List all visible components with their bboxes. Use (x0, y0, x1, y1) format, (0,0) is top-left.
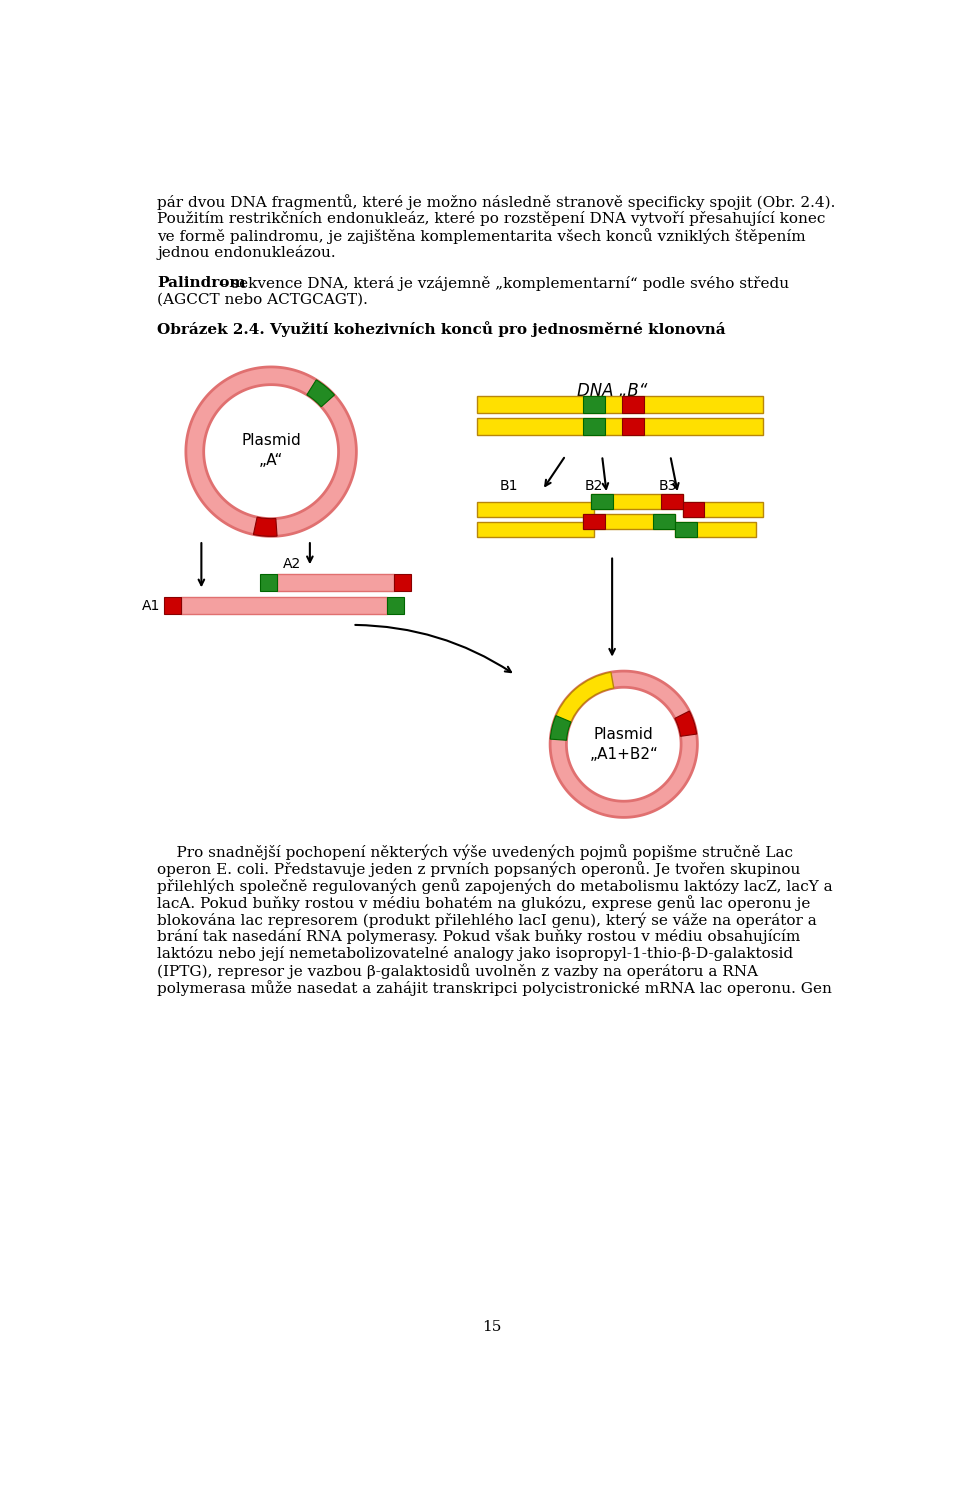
Text: 15: 15 (482, 1320, 502, 1335)
Wedge shape (253, 518, 277, 536)
Text: lacA. Pokud buňky rostou v médiu bohatém na glukózu, exprese genů lac operonu je: lacA. Pokud buňky rostou v médiu bohatém… (157, 895, 810, 911)
Bar (164, 597, 181, 614)
Bar (675, 522, 756, 537)
Text: B1: B1 (500, 479, 518, 494)
Text: A1: A1 (142, 599, 160, 613)
Wedge shape (550, 716, 571, 740)
Wedge shape (675, 710, 697, 736)
Text: jednou endonukleázou.: jednou endonukleázou. (157, 245, 336, 260)
Text: (IPTG), represor je vazbou β-galaktosidů uvolněn z vazby na operátoru a RNA: (IPTG), represor je vazbou β-galaktosidů… (157, 963, 758, 978)
Text: Plasmid: Plasmid (241, 433, 301, 448)
Bar (660, 494, 683, 509)
Polygon shape (186, 367, 356, 536)
Bar (584, 418, 605, 435)
Bar (622, 418, 644, 435)
Text: B2: B2 (585, 479, 604, 494)
Bar (584, 515, 605, 530)
Polygon shape (566, 688, 681, 801)
Bar (476, 501, 594, 518)
Polygon shape (204, 385, 339, 519)
Polygon shape (550, 671, 697, 817)
Text: „A“: „A“ (259, 453, 283, 468)
Bar (476, 522, 594, 537)
Wedge shape (307, 379, 334, 406)
Bar (388, 597, 404, 614)
Bar (584, 396, 605, 414)
Text: Plasmid: Plasmid (594, 727, 654, 742)
Text: „A1+B2“: „A1+B2“ (589, 746, 659, 762)
Bar (683, 501, 763, 518)
Text: Palindrom: Palindrom (157, 275, 246, 290)
Bar (653, 515, 675, 530)
Bar (675, 522, 697, 537)
Text: operon E. coli. Představuje jeden z prvních popsaných operonů. Je tvořen skupino: operon E. coli. Představuje jeden z prvn… (157, 861, 801, 877)
Text: polymerasa může nasedat a zahájit transkripci polycistronické mRNA lac operonu. : polymerasa může nasedat a zahájit transk… (157, 980, 832, 996)
Bar (259, 573, 276, 591)
Text: pár dvou DNA fragmentů, které je možno následně stranově specificky spojit (Obr.: pár dvou DNA fragmentů, které je možno n… (157, 194, 835, 211)
Bar (476, 418, 763, 435)
Text: – sekvence DNA, která je vzájemně „komplementarní“ podle svého středu: – sekvence DNA, která je vzájemně „kompl… (214, 275, 789, 290)
Bar (591, 494, 683, 509)
Bar (584, 515, 675, 530)
Wedge shape (554, 673, 613, 727)
Text: Pro snadnější pochopení některých výše uvedených pojmů popišme stručně Lac: Pro snadnější pochopení některých výše u… (157, 844, 793, 861)
Text: DNA „B“: DNA „B“ (577, 382, 647, 400)
Bar (276, 573, 394, 591)
Text: laktózu nebo její nemetabolizovatelné analogy jako isopropyl-1-thio-β-D-galaktos: laktózu nebo její nemetabolizovatelné an… (157, 947, 793, 962)
Bar (622, 396, 644, 414)
Text: (AGCCT nebo ACTGCAGT).: (AGCCT nebo ACTGCAGT). (157, 293, 368, 307)
Bar (591, 494, 612, 509)
Bar (181, 597, 388, 614)
Text: Obrázek 2.4. Využití kohezivních konců pro jednosměrné klonovná: Obrázek 2.4. Využití kohezivních konců p… (157, 321, 726, 337)
Text: přilehlých společně regulovaných genů zapojených do metabolismu laktózy lacZ, la: přilehlých společně regulovaných genů za… (157, 879, 833, 894)
Bar (394, 573, 411, 591)
Text: ve formě palindromu, je zajištěna komplementarita všech konců vzniklých štěpením: ve formě palindromu, je zajištěna komple… (157, 229, 805, 244)
Text: A2: A2 (283, 557, 301, 570)
Bar (683, 501, 705, 518)
Text: blokována lac represorem (produkt přilehlého lacI genu), který se váže na operát: blokována lac represorem (produkt přileh… (157, 912, 817, 927)
Text: brání tak nasedání RNA polymerasy. Pokud však buňky rostou v médiu obsahujícím: brání tak nasedání RNA polymerasy. Pokud… (157, 929, 801, 944)
Text: B3: B3 (659, 479, 677, 494)
Bar (476, 396, 763, 414)
Text: Použitím restrikčních endonukleáz, které po rozstěpení DNA vytvoří přesahující k: Použitím restrikčních endonukleáz, které… (157, 211, 826, 226)
